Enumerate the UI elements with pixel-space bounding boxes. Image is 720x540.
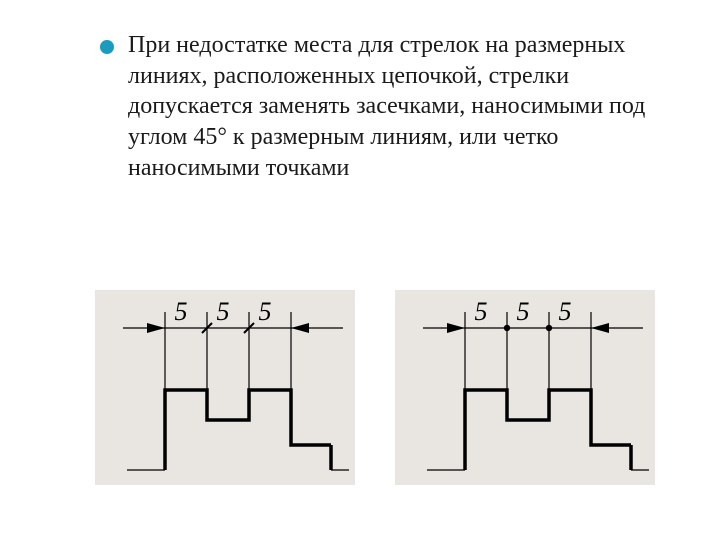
bullet-dot-icon (100, 40, 114, 54)
svg-text:5: 5 (217, 297, 230, 326)
body-text: При недостатке места для стрелок на разм… (128, 30, 670, 184)
bullet-item: При недостатке места для стрелок на разм… (100, 30, 670, 184)
svg-text:5: 5 (559, 297, 572, 326)
svg-text:5: 5 (259, 297, 272, 326)
svg-text:5: 5 (175, 297, 188, 326)
svg-text:5: 5 (475, 297, 488, 326)
figure-right: 555 (395, 290, 655, 485)
figure-left: 555 (95, 290, 355, 485)
svg-text:5: 5 (517, 297, 530, 326)
figures-row: 555 555 (95, 290, 655, 485)
